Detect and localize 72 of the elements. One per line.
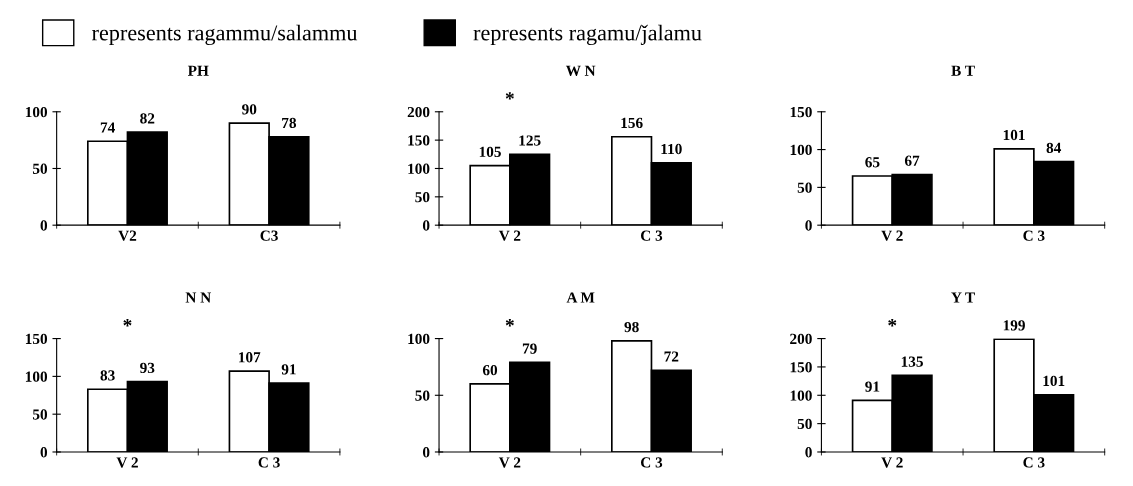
x-tick-label: V 2	[881, 457, 903, 468]
chart-title: PH	[187, 65, 209, 76]
x-tick-label: C 3	[1023, 457, 1045, 468]
x-tick-label: V 2	[116, 457, 138, 468]
data-label: 101	[1003, 129, 1025, 141]
y-tick-label: 50	[797, 182, 812, 193]
data-label: 135	[901, 356, 923, 367]
y-tick-label: 150	[790, 106, 812, 118]
data-label: 93	[140, 362, 155, 374]
data-label: 83	[100, 370, 115, 381]
y-tick-label: 150	[790, 362, 812, 373]
text: *	[123, 319, 132, 327]
y-tick-label: 200	[407, 106, 430, 118]
y-tick-label: 50	[415, 191, 430, 203]
data-label: 72	[664, 351, 679, 362]
x-tick-label: V 2	[881, 230, 903, 241]
legend-label: represents ragamu/ǰalamu	[473, 24, 702, 46]
data-label: 101	[1043, 375, 1065, 387]
data-label: 98	[624, 321, 639, 333]
data-label: 107	[239, 352, 261, 363]
x-tick-label: C 3	[640, 457, 663, 468]
chart-title: B T	[951, 65, 975, 76]
data-label: 79	[522, 343, 537, 354]
y-tick-label: 100	[790, 144, 812, 156]
x-tick-label: V2	[118, 230, 137, 241]
y-tick-label: 100	[790, 390, 812, 401]
y-tick-label: 200	[790, 333, 812, 345]
y-tick-label: 0	[40, 220, 48, 231]
data-label: 91	[281, 364, 296, 375]
chart-title: N N	[185, 292, 212, 303]
y-tick-label: 100	[408, 163, 430, 174]
data-label: 74	[100, 122, 115, 133]
chart-title: A M	[566, 292, 595, 303]
data-label: 65	[865, 157, 880, 168]
x-tick-label: V 2	[498, 457, 521, 468]
chart-title: W N	[565, 65, 596, 76]
y-tick-label: 50	[32, 163, 48, 174]
y-tick-label: 0	[805, 220, 812, 231]
data-label: 91	[865, 381, 880, 392]
legend-label: represents ragammu/salammu	[91, 24, 358, 46]
x-tick-label: V 2	[498, 230, 521, 241]
text: *	[505, 92, 514, 100]
y-tick-label: 0	[805, 447, 812, 458]
y-tick-label: 50	[32, 409, 48, 420]
x-tick-label: C3	[260, 230, 278, 241]
data-label: 105	[479, 146, 501, 157]
data-label: 60	[482, 364, 498, 376]
y-tick-label: 50	[415, 390, 430, 401]
data-label: 67	[904, 155, 920, 166]
data-label: 125	[519, 135, 541, 146]
y-tick-label: 100	[25, 371, 48, 382]
x-tick-label: C 3	[1023, 230, 1045, 241]
x-tick-label: C 3	[258, 457, 280, 468]
data-label: 78	[282, 117, 297, 129]
x-tick-label: C 3	[640, 230, 663, 241]
y-tick-label: 100	[408, 333, 430, 345]
y-tick-label: 0	[422, 447, 430, 458]
y-tick-label: 0	[40, 447, 48, 458]
data-label: 82	[140, 113, 155, 124]
y-tick-label: 0	[422, 220, 430, 231]
data-label: 90	[242, 104, 257, 115]
text: *	[505, 319, 514, 327]
data-label: 110	[661, 143, 682, 155]
y-tick-label: 150	[25, 333, 48, 345]
text: *	[888, 319, 897, 327]
data-label: 84	[1046, 142, 1062, 154]
data-label: 156	[621, 117, 643, 129]
y-tick-label: 150	[408, 135, 430, 146]
y-tick-label: 100	[25, 106, 48, 118]
y-tick-label: 50	[797, 418, 812, 430]
data-label: 199	[1003, 320, 1025, 331]
chart-title: Y T	[951, 292, 975, 303]
